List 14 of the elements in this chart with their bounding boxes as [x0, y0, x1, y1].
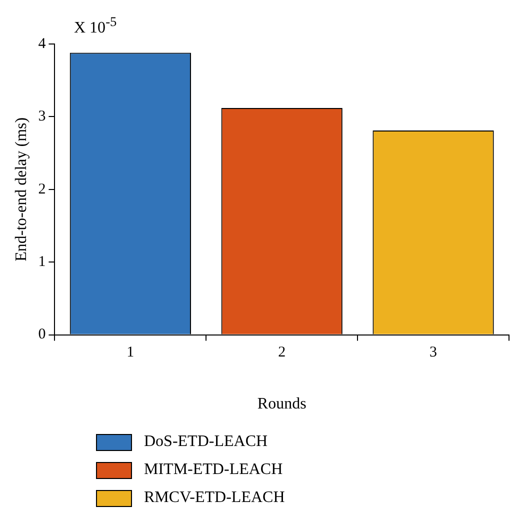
x-tick-label: 2	[278, 344, 286, 361]
y-tick-label: 4	[38, 36, 46, 52]
legend-label: MITM-ETD-LEACH	[144, 461, 283, 479]
y-axis-title: End-to-end delay (ms)	[12, 117, 30, 262]
x-tick-label: 1	[126, 344, 134, 361]
y-tick-label: 3	[38, 108, 46, 125]
legend-label: RMCV-ETD-LEACH	[144, 489, 285, 507]
y-tick-label: 1	[38, 254, 46, 270]
y-tick-label: 0	[38, 326, 46, 343]
y-tick-label: 2	[38, 181, 46, 198]
x-tick-label: 3	[430, 344, 438, 361]
legend-label: DoS-ETD-LEACH	[144, 433, 268, 451]
text: X 10$^{-5}$	[74, 14, 117, 38]
x-axis-title: Rounds	[257, 396, 306, 413]
